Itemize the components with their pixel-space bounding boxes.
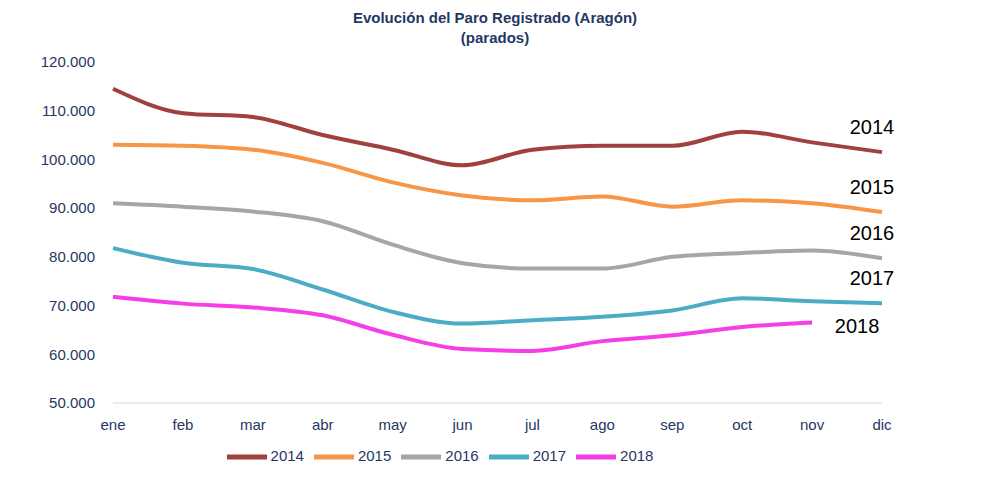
svg-text:120.000: 120.000 — [41, 53, 95, 70]
svg-text:jul: jul — [524, 416, 540, 433]
svg-text:2015: 2015 — [850, 176, 895, 198]
html-text:2018: 2018 — [620, 447, 654, 464]
svg-text:90.000: 90.000 — [49, 199, 95, 216]
svg-text:nov: nov — [800, 416, 825, 433]
html-text:2016: 2016 — [445, 447, 479, 464]
svg-text:mar: mar — [240, 416, 266, 433]
html-text:2014: 2014 — [270, 447, 304, 464]
svg-text:oct: oct — [732, 416, 753, 433]
html-text:Evolución del Paro Registrado: Evolución del Paro Registrado (Aragón) — [352, 9, 638, 26]
svg-text:100.000: 100.000 — [41, 151, 95, 168]
svg-text:jun: jun — [452, 416, 473, 433]
svg-text:70.000: 70.000 — [49, 297, 95, 314]
svg-text:abr: abr — [312, 416, 334, 433]
svg-text:dic: dic — [872, 416, 892, 433]
svg-text:sep: sep — [660, 416, 684, 433]
html-text:2015: 2015 — [357, 447, 392, 464]
svg-text:may: may — [378, 416, 407, 433]
svg-text:ene: ene — [100, 416, 125, 433]
svg-text:80.000: 80.000 — [49, 248, 95, 265]
svg-text:110.000: 110.000 — [42, 102, 95, 119]
html-text:(parados): (parados) — [460, 29, 530, 46]
svg-text:60.000: 60.000 — [49, 346, 95, 363]
svg-text:2016: 2016 — [850, 222, 895, 244]
svg-text:2018: 2018 — [835, 315, 880, 337]
svg-text:feb: feb — [172, 416, 193, 433]
svg-text:2017: 2017 — [850, 267, 895, 289]
svg-text:ago: ago — [590, 416, 615, 433]
html-text:2017: 2017 — [532, 447, 567, 464]
svg-text:50.000: 50.000 — [49, 394, 95, 411]
svg-text:2014: 2014 — [850, 116, 895, 138]
